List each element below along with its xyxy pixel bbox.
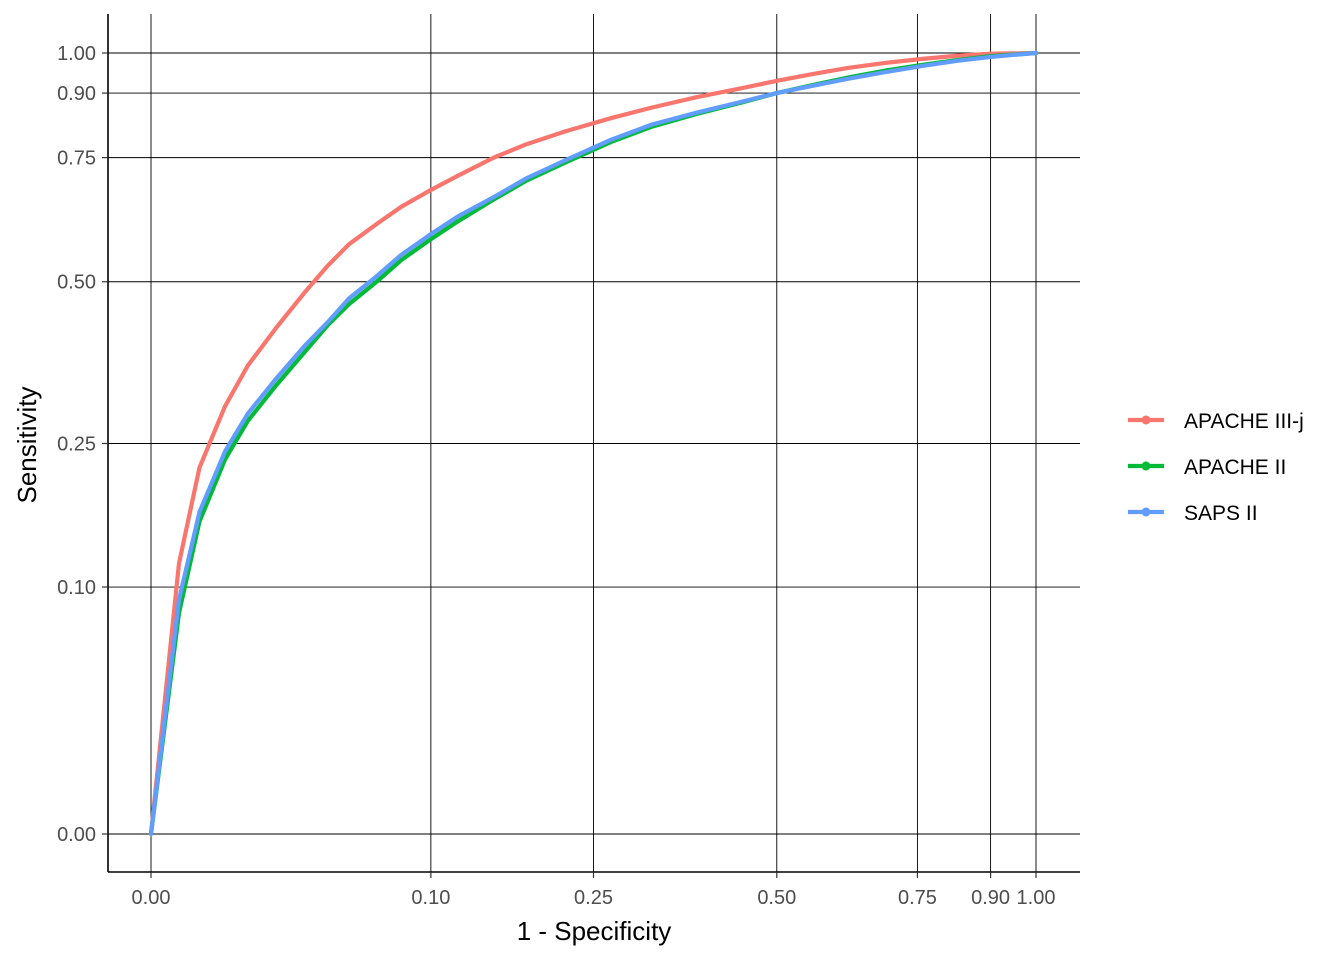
series-line-apache-iii-j — [148, 50, 1039, 837]
y-tick-label: 0.25 — [57, 434, 96, 456]
x-axis-title: 1 - Specificity — [517, 916, 672, 946]
y-tick-label: 0.90 — [57, 83, 96, 105]
y-tick-label: 0.50 — [57, 272, 96, 294]
x-ticks: 0.00 0.10 0.25 0.50 0.75 0.90 1.00 — [132, 872, 1056, 909]
legend-item-apache-iii-j: APACHE III-j — [1128, 410, 1304, 433]
x-tick-label: 0.90 — [971, 887, 1010, 909]
legend-item-apache-ii: APACHE II — [1128, 456, 1286, 479]
legend-label: SAPS II — [1184, 502, 1258, 525]
y-tick-label: 0.10 — [57, 577, 96, 599]
y-axis-title: Sensitivity — [12, 386, 42, 503]
legend-key-point — [1141, 415, 1151, 425]
series-lines — [148, 50, 1039, 837]
x-tick-label: 0.25 — [574, 887, 613, 909]
x-tick-label: 0.75 — [898, 887, 937, 909]
grid — [108, 14, 1080, 872]
legend-key-point — [1141, 461, 1151, 471]
series-line-saps-ii — [148, 50, 1039, 837]
y-tick-label: 0.00 — [57, 824, 96, 846]
x-tick-label: 0.00 — [132, 887, 171, 909]
x-tick-label: 1.00 — [1017, 887, 1056, 909]
y-tick-label: 1.00 — [57, 43, 96, 65]
legend-label: APACHE III-j — [1184, 410, 1304, 433]
legend-key-point — [1141, 507, 1151, 517]
x-tick-label: 0.50 — [757, 887, 796, 909]
y-ticks: 0.00 0.10 0.25 0.50 0.75 0.90 1.00 — [57, 43, 108, 846]
x-tick-label: 0.10 — [411, 887, 450, 909]
y-tick-label: 0.75 — [57, 148, 96, 170]
legend: APACHE III-j APACHE II SAPS II — [1128, 410, 1304, 525]
legend-item-saps-ii: SAPS II — [1128, 502, 1258, 525]
legend-label: APACHE II — [1184, 456, 1286, 479]
